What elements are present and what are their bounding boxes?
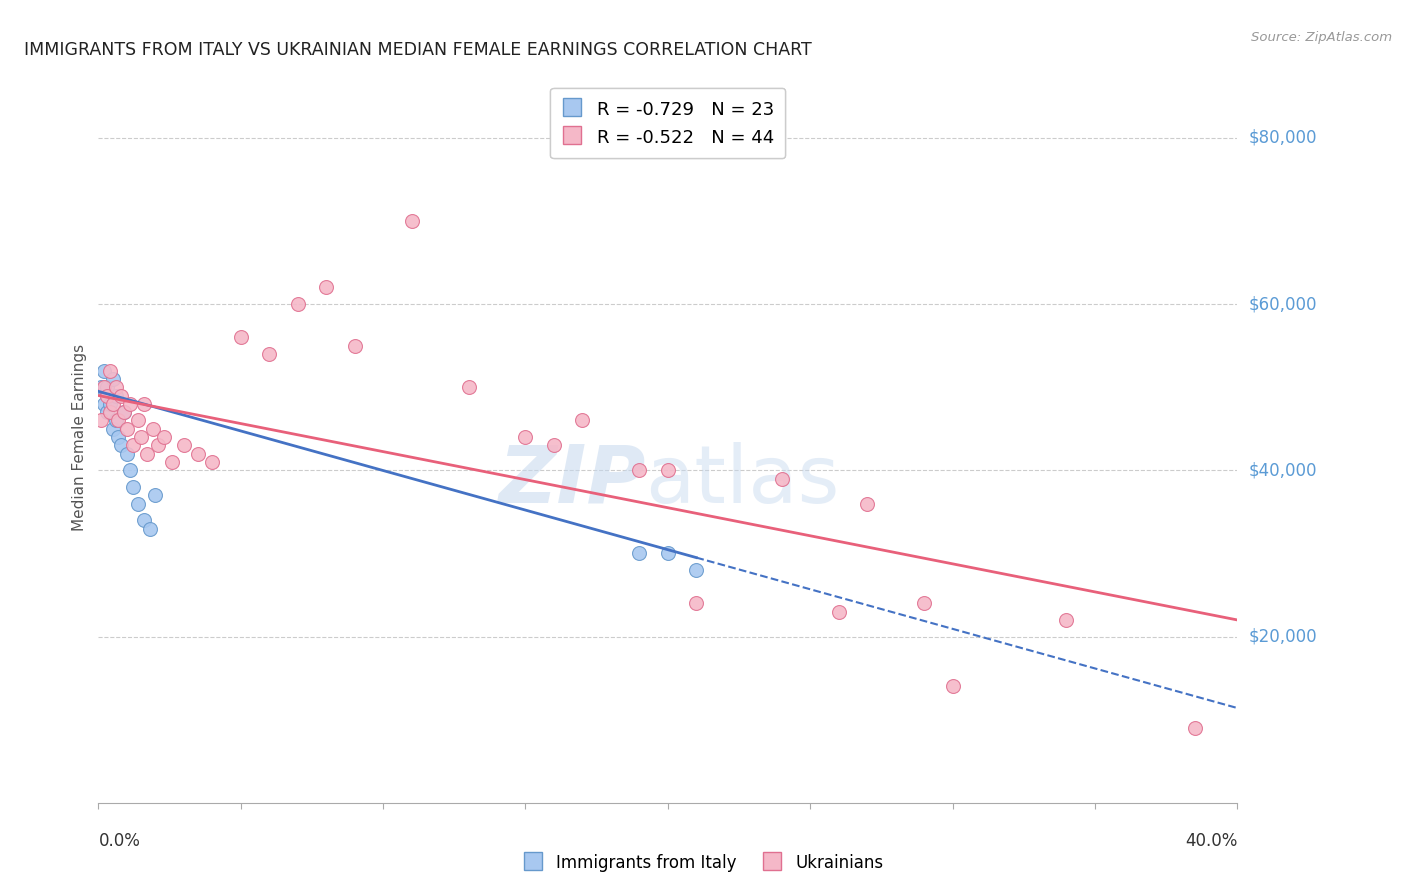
Point xyxy=(543,438,565,452)
Point xyxy=(628,463,651,477)
Text: $20,000: $20,000 xyxy=(1249,628,1317,646)
Point xyxy=(90,380,112,394)
Point xyxy=(104,380,127,394)
Point xyxy=(201,455,224,469)
Point xyxy=(127,413,149,427)
Point xyxy=(107,413,129,427)
Point xyxy=(1056,613,1078,627)
Point xyxy=(112,405,135,419)
Point xyxy=(98,397,121,411)
Text: $60,000: $60,000 xyxy=(1249,295,1317,313)
Point xyxy=(315,280,337,294)
Text: $80,000: $80,000 xyxy=(1249,128,1317,147)
Point xyxy=(141,422,163,436)
Point xyxy=(96,405,118,419)
Point xyxy=(132,397,155,411)
Point xyxy=(145,488,167,502)
Point xyxy=(162,455,184,469)
Point xyxy=(115,447,138,461)
Point xyxy=(107,430,129,444)
Point xyxy=(657,546,679,560)
Point xyxy=(104,388,127,402)
Point xyxy=(101,397,124,411)
Point xyxy=(685,563,707,577)
Point xyxy=(118,397,141,411)
Point xyxy=(121,480,143,494)
Point xyxy=(153,430,176,444)
Point xyxy=(828,605,851,619)
Legend: Immigrants from Italy, Ukrainians: Immigrants from Italy, Ukrainians xyxy=(516,847,890,880)
Point xyxy=(657,463,679,477)
Point xyxy=(110,388,132,402)
Point xyxy=(685,596,707,610)
Point xyxy=(110,438,132,452)
Point xyxy=(457,380,479,394)
Text: 40.0%: 40.0% xyxy=(1185,832,1237,850)
Point xyxy=(343,338,366,352)
Point xyxy=(148,438,170,452)
Point xyxy=(173,438,195,452)
Point xyxy=(104,413,127,427)
Point xyxy=(912,596,935,610)
Point xyxy=(628,546,651,560)
Text: IMMIGRANTS FROM ITALY VS UKRAINIAN MEDIAN FEMALE EARNINGS CORRELATION CHART: IMMIGRANTS FROM ITALY VS UKRAINIAN MEDIA… xyxy=(24,41,813,59)
Point xyxy=(121,438,143,452)
Point xyxy=(132,513,155,527)
Point xyxy=(98,405,121,419)
Point xyxy=(515,430,537,444)
Y-axis label: Median Female Earnings: Median Female Earnings xyxy=(72,343,87,531)
Point xyxy=(259,347,281,361)
Legend: R = -0.729   N = 23, R = -0.522   N = 44: R = -0.729 N = 23, R = -0.522 N = 44 xyxy=(550,87,786,158)
Point xyxy=(127,497,149,511)
Text: atlas: atlas xyxy=(645,442,839,520)
Text: 0.0%: 0.0% xyxy=(98,832,141,850)
Point xyxy=(856,497,879,511)
Point xyxy=(187,447,209,461)
Point xyxy=(101,422,124,436)
Point xyxy=(98,363,121,377)
Point xyxy=(129,430,152,444)
Point xyxy=(942,680,965,694)
Point xyxy=(112,405,135,419)
Text: ZIP: ZIP xyxy=(498,442,645,520)
Point xyxy=(229,330,252,344)
Point xyxy=(135,447,157,461)
Point xyxy=(96,380,118,394)
Point xyxy=(90,413,112,427)
Point xyxy=(93,363,115,377)
Point xyxy=(287,297,309,311)
Point xyxy=(96,388,118,402)
Point xyxy=(93,380,115,394)
Text: Source: ZipAtlas.com: Source: ZipAtlas.com xyxy=(1251,31,1392,45)
Text: $40,000: $40,000 xyxy=(1249,461,1317,479)
Point xyxy=(1184,721,1206,735)
Point xyxy=(571,413,593,427)
Point xyxy=(401,214,423,228)
Point xyxy=(770,472,793,486)
Point xyxy=(93,397,115,411)
Point xyxy=(101,372,124,386)
Point xyxy=(138,521,160,535)
Point xyxy=(115,422,138,436)
Point xyxy=(118,463,141,477)
